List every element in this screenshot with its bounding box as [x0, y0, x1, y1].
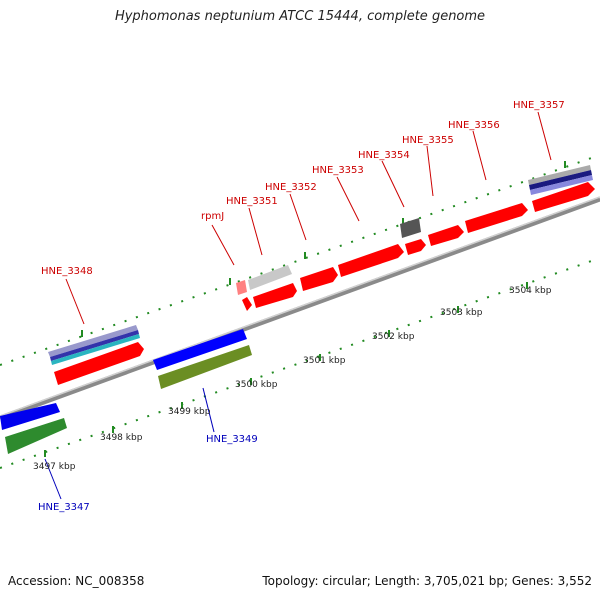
map-title: Hyphomonas neptunium ATCC 15444, complet… — [114, 9, 486, 24]
upper-tick-track — [0, 154, 600, 366]
leader-lines — [44, 111, 552, 500]
kbp-label: 3499 kbp — [168, 407, 211, 417]
kbp-label: 3502 kbp — [372, 332, 415, 342]
label-rpmj: rpmJ — [201, 211, 224, 222]
forward-genes[interactable] — [236, 182, 595, 311]
label-hne-3351: HNE_3351 — [226, 196, 278, 207]
feature-grey-gene[interactable] — [248, 265, 292, 290]
label-hne-3354: HNE_3354 — [358, 150, 410, 161]
feature-hne-3357-block[interactable] — [528, 165, 593, 195]
kbp-label: 3503 kbp — [440, 308, 483, 318]
lower-tick-track — [0, 257, 600, 469]
kbp-label: 3500 kbp — [235, 380, 278, 390]
kbp-label: 3498 kbp — [100, 433, 143, 443]
genome-backbone — [0, 196, 600, 421]
feature-hne-3348-block[interactable] — [48, 325, 144, 385]
label-hne-3348: HNE_3348 — [41, 266, 93, 277]
accession-label: Accession: NC_008358 — [8, 574, 145, 588]
label-hne-3353: HNE_3353 — [312, 165, 364, 176]
label-hne-3356: HNE_3356 — [448, 120, 500, 131]
kbp-label: 3504 kbp — [509, 286, 552, 296]
label-hne-3357: HNE_3357 — [513, 100, 565, 111]
label-hne-3352: HNE_3352 — [265, 182, 317, 193]
genome-summary: Topology: circular; Length: 3,705,021 bp… — [262, 574, 592, 588]
kbp-label: 3501 kbp — [303, 356, 346, 366]
feature-dark-gene[interactable] — [400, 218, 421, 238]
lower-major-ticks — [44, 282, 528, 457]
reverse-genes[interactable] — [0, 329, 252, 454]
kbp-label: 3497 kbp — [33, 462, 76, 472]
upper-major-ticks — [81, 161, 566, 337]
label-hne-3347: HNE_3347 — [38, 502, 90, 513]
label-hne-3355: HNE_3355 — [402, 135, 454, 146]
label-hne-3349: HNE_3349 — [206, 434, 258, 445]
